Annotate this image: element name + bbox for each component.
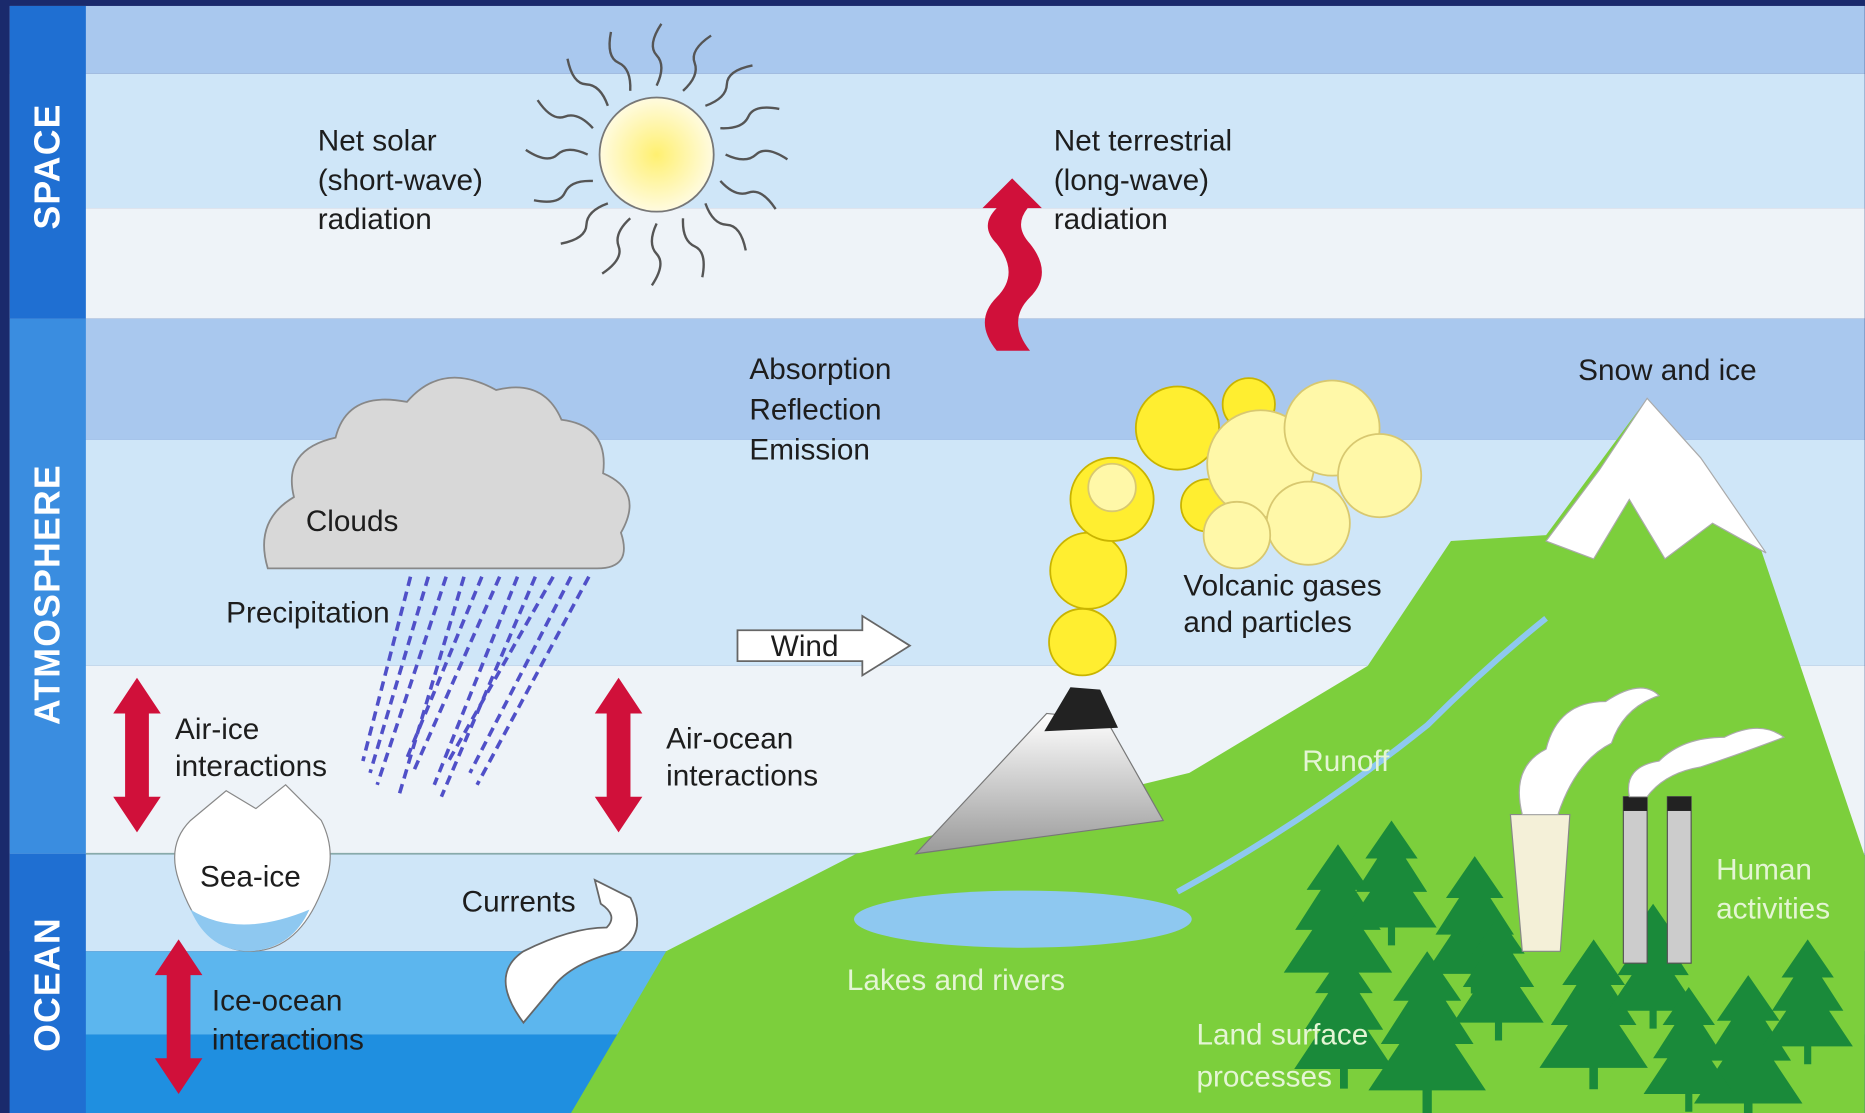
page: SPACE ATMOSPHERE OCEAN Net solar (short-wav… <box>0 0 1865 1113</box>
section-label: SPACE <box>28 103 68 229</box>
label: (long-wave) <box>1054 164 1209 197</box>
label: Emission <box>749 434 870 467</box>
label: Absorption <box>749 353 891 386</box>
label: Volcanic gases <box>1183 569 1381 602</box>
label: radiation <box>1054 203 1168 236</box>
label: Net solar <box>318 125 437 158</box>
label: Currents <box>462 886 576 919</box>
label: Net terrestrial <box>1054 125 1232 158</box>
label: Clouds <box>306 505 399 538</box>
section-label: OCEAN <box>28 917 68 1052</box>
label: (short-wave) <box>318 164 483 197</box>
label: interactions <box>175 750 327 783</box>
label: Snow and ice <box>1578 354 1756 387</box>
section-label: ATMOSPHERE <box>28 464 68 725</box>
label: Precipitation <box>226 597 390 630</box>
climate-diagram: SPACE ATMOSPHERE OCEAN Net solar (short-wav… <box>0 0 1865 1113</box>
label: and particles <box>1183 606 1352 639</box>
label: Ice-ocean <box>212 984 343 1017</box>
label: Lakes and rivers <box>847 964 1065 997</box>
label: Human <box>1716 853 1812 886</box>
label: Air-ocean <box>666 723 793 756</box>
label: Reflection <box>749 393 881 426</box>
label: Sea-ice <box>200 861 301 894</box>
label: Wind <box>771 630 839 663</box>
label: radiation <box>318 203 432 236</box>
label: Runoff <box>1302 745 1390 778</box>
label: activities <box>1716 893 1830 926</box>
label: interactions <box>212 1023 364 1056</box>
label: processes <box>1196 1060 1331 1093</box>
label: Land surface <box>1196 1019 1368 1052</box>
label: Air-ice <box>175 713 259 746</box>
label: interactions <box>666 760 818 793</box>
